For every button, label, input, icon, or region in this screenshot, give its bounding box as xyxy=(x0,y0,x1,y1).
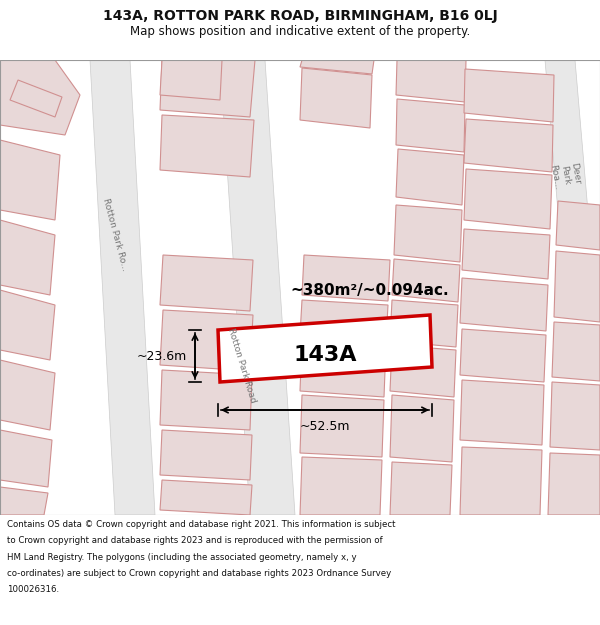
Polygon shape xyxy=(160,60,255,117)
Polygon shape xyxy=(464,69,554,122)
Polygon shape xyxy=(160,255,253,311)
Polygon shape xyxy=(396,99,465,152)
Polygon shape xyxy=(394,205,462,262)
Text: co-ordinates) are subject to Crown copyright and database rights 2023 Ordnance S: co-ordinates) are subject to Crown copyr… xyxy=(7,569,391,578)
Polygon shape xyxy=(550,382,600,450)
Text: Rotton Park Ro...: Rotton Park Ro... xyxy=(101,198,129,272)
Polygon shape xyxy=(0,487,48,515)
Polygon shape xyxy=(0,430,52,487)
Polygon shape xyxy=(160,430,252,480)
Text: ~52.5m: ~52.5m xyxy=(300,420,350,433)
Polygon shape xyxy=(392,259,460,302)
Polygon shape xyxy=(0,290,55,360)
Polygon shape xyxy=(300,457,382,515)
Polygon shape xyxy=(396,60,466,102)
Polygon shape xyxy=(390,395,454,462)
Polygon shape xyxy=(460,447,542,515)
Polygon shape xyxy=(390,300,458,347)
Text: Contains OS data © Crown copyright and database right 2021. This information is : Contains OS data © Crown copyright and d… xyxy=(7,520,396,529)
Text: 100026316.: 100026316. xyxy=(7,585,59,594)
Polygon shape xyxy=(160,115,254,177)
Polygon shape xyxy=(300,300,388,341)
Polygon shape xyxy=(464,119,553,172)
Text: ~23.6m: ~23.6m xyxy=(137,349,187,362)
Polygon shape xyxy=(218,315,432,382)
Polygon shape xyxy=(396,149,464,205)
Polygon shape xyxy=(0,360,55,430)
Polygon shape xyxy=(0,60,80,135)
Polygon shape xyxy=(300,68,372,128)
Polygon shape xyxy=(545,60,590,235)
Polygon shape xyxy=(390,462,452,515)
Text: 143A: 143A xyxy=(293,345,357,365)
Polygon shape xyxy=(460,380,544,445)
Polygon shape xyxy=(0,140,60,220)
Polygon shape xyxy=(300,339,386,397)
Text: Rotton Park Road: Rotton Park Road xyxy=(226,326,257,404)
Text: Map shows position and indicative extent of the property.: Map shows position and indicative extent… xyxy=(130,25,470,38)
Polygon shape xyxy=(160,370,252,430)
Polygon shape xyxy=(462,229,550,279)
Polygon shape xyxy=(460,278,548,331)
Polygon shape xyxy=(300,60,374,74)
Polygon shape xyxy=(302,255,390,301)
Text: ~380m²/~0.094ac.: ~380m²/~0.094ac. xyxy=(290,282,449,298)
Text: to Crown copyright and database rights 2023 and is reproduced with the permissio: to Crown copyright and database rights 2… xyxy=(7,536,383,545)
Polygon shape xyxy=(160,480,252,515)
Text: 143A, ROTTON PARK ROAD, BIRMINGHAM, B16 0LJ: 143A, ROTTON PARK ROAD, BIRMINGHAM, B16 … xyxy=(103,9,497,22)
Polygon shape xyxy=(90,60,155,515)
Polygon shape xyxy=(390,345,456,397)
Polygon shape xyxy=(300,395,384,457)
Polygon shape xyxy=(10,80,62,117)
Polygon shape xyxy=(460,329,546,382)
Text: HM Land Registry. The polygons (including the associated geometry, namely x, y: HM Land Registry. The polygons (includin… xyxy=(7,552,357,561)
Polygon shape xyxy=(160,60,222,100)
Text: Deer
Park
Roa...: Deer Park Roa... xyxy=(548,160,582,190)
Polygon shape xyxy=(0,220,55,295)
Polygon shape xyxy=(548,453,600,515)
Polygon shape xyxy=(552,322,600,381)
Polygon shape xyxy=(556,201,600,250)
Polygon shape xyxy=(464,169,552,229)
Polygon shape xyxy=(220,60,295,515)
Polygon shape xyxy=(554,251,600,322)
Polygon shape xyxy=(160,310,253,371)
